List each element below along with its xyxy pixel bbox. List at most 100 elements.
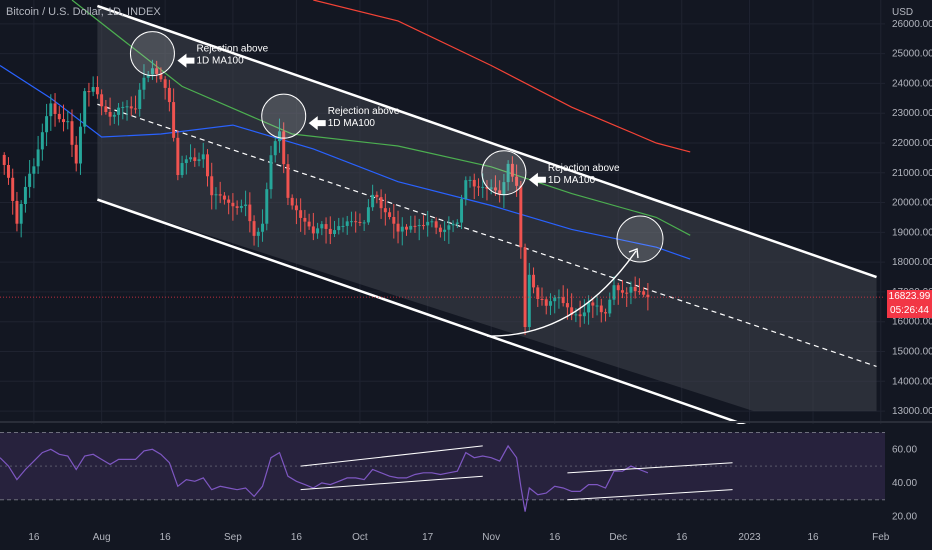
price-tick-label: 24000.00 — [892, 78, 932, 89]
candle-body — [138, 89, 142, 110]
candle-body — [19, 204, 23, 224]
price-tick-label: 25000.00 — [892, 49, 932, 60]
price-axis-currency: USD — [892, 7, 913, 18]
annotation-label-line1: Rejection above — [196, 44, 268, 55]
candle-body — [53, 103, 57, 114]
candle-body — [375, 194, 379, 198]
annotation-label-line2: 1D MA100 — [196, 56, 244, 67]
annotation-label-line2: 1D MA100 — [548, 175, 596, 186]
candle-body — [282, 131, 286, 165]
candle-body — [150, 68, 154, 75]
candle-body — [561, 297, 565, 304]
candle-body — [409, 225, 413, 230]
candle-body — [231, 202, 235, 207]
candle-body — [244, 204, 248, 207]
projection-arc — [486, 250, 637, 337]
price-tick-label: 22000.00 — [892, 138, 932, 149]
candle-body — [506, 163, 510, 183]
annotation-label-line1: Rejection above — [328, 106, 400, 117]
candle-body — [125, 106, 129, 108]
candle-body — [193, 157, 197, 162]
candle-body — [222, 195, 226, 200]
price-tick-label: 16000.00 — [892, 317, 932, 328]
candle-body — [36, 149, 40, 167]
candle-body — [582, 312, 586, 317]
candle-body — [95, 87, 99, 95]
candle-body — [129, 106, 133, 109]
candles-group — [2, 59, 650, 336]
rsi-trend-line — [300, 475, 483, 491]
symbol-title: Bitcoin / U.S. Dollar, 1D, INDEX — [6, 6, 161, 18]
time-tick-label: Aug — [93, 532, 111, 543]
time-tick-label: 16 — [160, 532, 172, 543]
last-price-tag: 16823.99 05:26:44 — [887, 290, 932, 318]
rsi-tick-label: 60.00 — [892, 444, 917, 455]
candle-body — [337, 226, 341, 231]
time-tick-label: 16 — [28, 532, 40, 543]
candle-body — [197, 159, 201, 162]
candle-body — [349, 221, 353, 223]
candle-body — [451, 223, 455, 226]
candle-body — [477, 186, 480, 188]
candle-body — [252, 221, 256, 236]
candle-body — [163, 79, 167, 88]
candle-body — [616, 285, 620, 291]
rejection-circle — [261, 93, 307, 139]
candle-body — [400, 226, 404, 232]
candle-body — [104, 106, 108, 113]
candle-body — [591, 302, 595, 306]
candle-body — [62, 119, 65, 123]
candle-body — [612, 285, 616, 300]
channel-lower-line — [96, 198, 755, 430]
price-tick-label: 23000.00 — [892, 108, 932, 119]
time-tick-label: 16 — [549, 532, 561, 543]
candle-body — [460, 199, 464, 223]
candle-body — [23, 186, 27, 205]
candle-body — [426, 221, 430, 226]
candle-body — [49, 103, 53, 117]
candle-body — [78, 126, 82, 164]
candle-body — [277, 131, 281, 142]
candle-body — [608, 299, 612, 314]
candle-body — [45, 116, 49, 133]
candle-body — [328, 228, 332, 234]
candle-body — [311, 226, 315, 234]
candle-body — [184, 159, 188, 164]
left-arrow-icon — [528, 172, 546, 187]
candle-body — [235, 206, 239, 208]
price-tick-label: 20000.00 — [892, 198, 932, 209]
candle-body — [117, 107, 121, 115]
moving-average-line-3 — [313, 0, 691, 153]
price-tick-label: 21000.00 — [892, 168, 932, 179]
candle-body — [167, 87, 171, 103]
candle-body — [455, 222, 459, 224]
time-tick-label: Feb — [872, 532, 890, 543]
candle-body — [299, 210, 303, 218]
candle-body — [510, 163, 514, 177]
time-tick-label: Sep — [224, 532, 242, 543]
candle-body — [570, 307, 574, 315]
rsi-band — [0, 432, 885, 500]
candle-body — [180, 163, 184, 176]
annotation-label-line2: 1D MA100 — [328, 118, 376, 129]
candle-body — [286, 164, 290, 198]
candle-body — [388, 212, 392, 217]
candle-body — [548, 301, 552, 306]
candle-body — [294, 205, 298, 211]
projection-arrowhead — [628, 248, 639, 259]
rsi-trend-line — [300, 445, 483, 467]
candle-body — [2, 154, 6, 165]
candle-body — [519, 185, 523, 248]
candle-body — [405, 226, 408, 230]
candle-body — [625, 292, 629, 294]
time-tick-label: 16 — [291, 532, 303, 543]
candle-body — [91, 87, 95, 92]
time-tick-label: 16 — [676, 532, 688, 543]
candle-body — [142, 77, 146, 90]
candle-body — [28, 173, 32, 187]
candle-body — [553, 297, 557, 302]
channel-fill — [97, 5, 877, 412]
candle-body — [74, 144, 78, 164]
